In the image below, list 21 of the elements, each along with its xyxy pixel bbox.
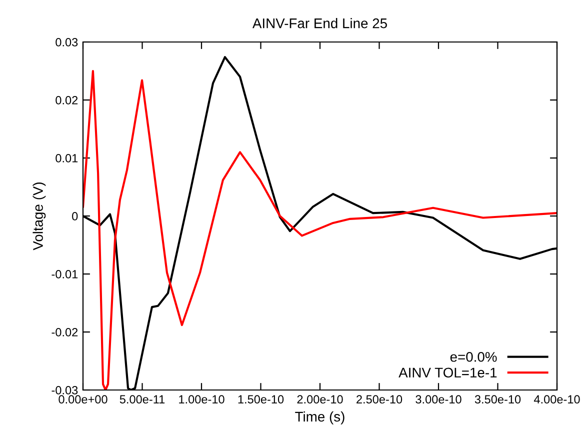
y-tick-label: -0.02 xyxy=(52,328,78,336)
chart-title: AINV-Far End Line 25 xyxy=(252,18,387,28)
x-tick-label: 2.00e-10 xyxy=(297,395,343,404)
y-tick-label: -0.01 xyxy=(52,270,78,278)
y-tick-label: 0.03 xyxy=(56,38,78,46)
y-tick-label: -0.03 xyxy=(52,386,78,394)
x-tick-label: 5.00e-11 xyxy=(120,395,165,404)
x-axis-title: Time (s) xyxy=(295,411,344,424)
y-tick-label: 0 xyxy=(72,212,78,220)
x-tick-label: 1.00e-10 xyxy=(179,395,224,404)
y-tick-label: 0.02 xyxy=(56,96,78,104)
x-tick-label: 0.00e+00 xyxy=(58,395,108,404)
x-tick-label: 2.50e-10 xyxy=(356,395,402,404)
legend-label: e=0.0% xyxy=(450,352,497,362)
x-tick-label: 1.50e-10 xyxy=(238,395,284,404)
legend-label: AINV TOL=1e-1 xyxy=(398,368,497,378)
y-tick-label: 0.01 xyxy=(56,154,78,162)
x-tick-label: 4.00e-10 xyxy=(534,395,580,404)
x-tick-label: 3.00e-10 xyxy=(416,395,462,404)
x-tick-label: 3.50e-10 xyxy=(474,395,521,404)
y-axis-title: Voltage (V) xyxy=(32,182,46,250)
